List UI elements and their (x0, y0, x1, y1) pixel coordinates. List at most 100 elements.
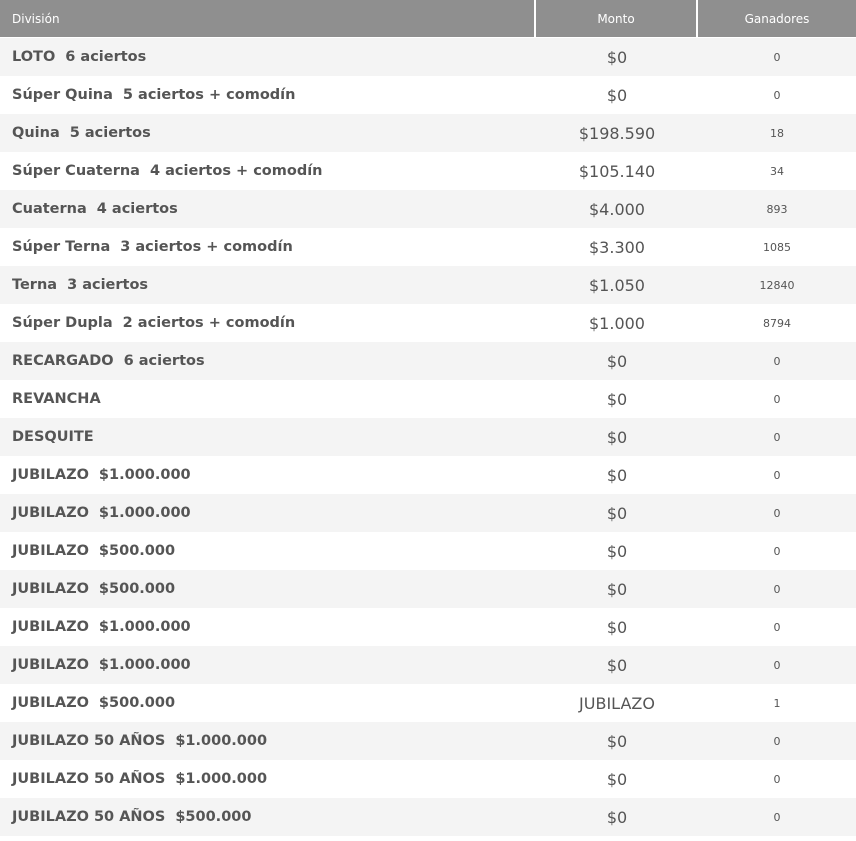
monto-cell: $0 (536, 380, 698, 418)
table-row: JUBILAZO 50 AÑOS $1.000.000 $0 0 (0, 722, 856, 760)
division-name: JUBILAZO 50 AÑOS (12, 771, 166, 787)
division-detail: $1.000.000 (98, 467, 191, 483)
table-row: Súper Cuaterna 4 aciertos + comodín $105.1… (0, 152, 856, 190)
division-cell: LOTO 6 aciertos (0, 38, 536, 76)
division-detail: 6 aciertos (65, 49, 147, 65)
monto-cell: $3.300 (536, 228, 698, 266)
division-name: Súper Quina (12, 87, 113, 103)
ganadores-cell: 893 (698, 190, 856, 228)
table-row: REVANCHA $0 0 (0, 380, 856, 418)
division-cell: Súper Dupla 2 aciertos + comodín (0, 304, 536, 342)
ganadores-cell: 0 (698, 76, 856, 114)
table-row: JUBILAZO $1.000.000 $0 0 (0, 456, 856, 494)
division-cell: Súper Cuaterna 4 aciertos + comodín (0, 152, 536, 190)
division-detail: $500.000 (98, 695, 176, 711)
division-detail: 4 aciertos + comodín (149, 163, 323, 179)
division-detail: $500.000 (98, 543, 176, 559)
division-name: Súper Dupla (12, 315, 113, 331)
division-detail: 3 aciertos (67, 277, 149, 293)
ganadores-cell: 0 (698, 418, 856, 456)
table-body: LOTO 6 aciertos $0 0 Súper Quina 5 aciertos +… (0, 38, 856, 836)
monto-cell: $0 (536, 342, 698, 380)
table-row: JUBILAZO $1.000.000 $0 0 (0, 646, 856, 684)
table-row: JUBILAZO 50 AÑOS $1.000.000 $0 0 (0, 760, 856, 798)
division-cell: Cuaterna 4 aciertos (0, 190, 536, 228)
table-row: Súper Terna 3 aciertos + comodín $3.300 108… (0, 228, 856, 266)
division-detail: $500.000 (98, 581, 176, 597)
division-cell: JUBILAZO $1.000.000 (0, 608, 536, 646)
ganadores-cell: 0 (698, 532, 856, 570)
ganadores-cell: 0 (698, 608, 856, 646)
division-name: Cuaterna (12, 201, 87, 217)
division-name: JUBILAZO 50 AÑOS (12, 809, 166, 825)
division-detail: $1.000.000 (98, 657, 191, 673)
table-row: JUBILAZO $500.000 JUBILAZO 1 (0, 684, 856, 722)
division-cell: JUBILAZO $500.000 (0, 532, 536, 570)
monto-cell: $0 (536, 722, 698, 760)
monto-cell: $0 (536, 418, 698, 456)
table-row: JUBILAZO $500.000 $0 0 (0, 532, 856, 570)
table-row: JUBILAZO $1.000.000 $0 0 (0, 608, 856, 646)
ganadores-cell: 1085 (698, 228, 856, 266)
division-cell: JUBILAZO $1.000.000 (0, 456, 536, 494)
table-row: JUBILAZO $500.000 $0 0 (0, 570, 856, 608)
ganadores-cell: 0 (698, 38, 856, 76)
division-detail: 3 aciertos + comodín (120, 239, 293, 255)
division-cell: JUBILAZO 50 AÑOS $500.000 (0, 798, 536, 836)
division-name: JUBILAZO (12, 581, 89, 597)
division-name: RECARGADO (12, 353, 114, 369)
division-name: JUBILAZO (12, 695, 89, 711)
division-cell: Quina 5 aciertos (0, 114, 536, 152)
table-row: Súper Quina 5 aciertos + comodín $0 0 (0, 76, 856, 114)
division-cell: JUBILAZO $500.000 (0, 684, 536, 722)
monto-cell: $0 (536, 38, 698, 76)
division-cell: Terna 3 aciertos (0, 266, 536, 304)
division-cell: JUBILAZO $1.000.000 (0, 646, 536, 684)
division-cell: Súper Quina 5 aciertos + comodín (0, 76, 536, 114)
monto-cell: $198.590 (536, 114, 698, 152)
division-name: REVANCHA (12, 391, 101, 407)
division-name: Súper Cuaterna (12, 163, 140, 179)
table-row: Terna 3 aciertos $1.050 12840 (0, 266, 856, 304)
division-name: JUBILAZO (12, 657, 89, 673)
division-cell: JUBILAZO $1.000.000 (0, 494, 536, 532)
monto-cell: $0 (536, 494, 698, 532)
ganadores-cell: 0 (698, 646, 856, 684)
ganadores-cell: 34 (698, 152, 856, 190)
monto-cell: $0 (536, 76, 698, 114)
division-cell: JUBILAZO 50 AÑOS $1.000.000 (0, 722, 536, 760)
monto-cell: $0 (536, 532, 698, 570)
division-detail: 5 aciertos (69, 125, 151, 141)
division-name: DESQUITE (12, 429, 94, 445)
monto-cell: $0 (536, 570, 698, 608)
division-detail: $1.000.000 (175, 771, 268, 787)
ganadores-cell: 0 (698, 760, 856, 798)
monto-cell: $0 (536, 456, 698, 494)
monto-cell: $1.050 (536, 266, 698, 304)
division-name: LOTO (12, 49, 56, 65)
division-name: JUBILAZO 50 AÑOS (12, 733, 166, 749)
division-name: Terna (12, 277, 58, 293)
monto-cell: JUBILAZO (536, 684, 698, 722)
division-name: JUBILAZO (12, 619, 89, 635)
monto-cell: $0 (536, 646, 698, 684)
division-detail: $1.000.000 (98, 619, 191, 635)
table-row: LOTO 6 aciertos $0 0 (0, 38, 856, 76)
division-detail: $1.000.000 (175, 733, 268, 749)
ganadores-cell: 18 (698, 114, 856, 152)
header-division: División (0, 0, 536, 38)
division-cell: JUBILAZO 50 AÑOS $1.000.000 (0, 760, 536, 798)
header-row: División Monto Ganadores (0, 0, 856, 38)
ganadores-cell: 0 (698, 342, 856, 380)
division-name: Quina (12, 125, 60, 141)
division-cell: REVANCHA (0, 380, 536, 418)
division-cell: RECARGADO 6 aciertos (0, 342, 536, 380)
table-header: División Monto Ganadores (0, 0, 856, 38)
monto-cell: $1.000 (536, 304, 698, 342)
division-name: Súper Terna (12, 239, 111, 255)
division-name: JUBILAZO (12, 543, 89, 559)
ganadores-cell: 0 (698, 722, 856, 760)
monto-cell: $105.140 (536, 152, 698, 190)
division-detail: 6 aciertos (123, 353, 205, 369)
